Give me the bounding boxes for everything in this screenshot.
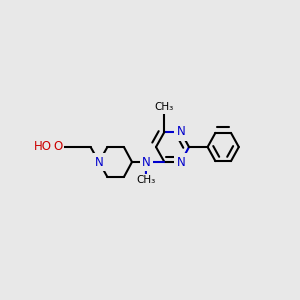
Text: N: N — [176, 155, 185, 169]
Text: N: N — [142, 155, 151, 169]
Text: HO: HO — [34, 140, 52, 154]
Text: O: O — [53, 140, 62, 154]
Text: CH₃: CH₃ — [155, 103, 174, 112]
Text: N: N — [94, 155, 103, 169]
Text: CH₃: CH₃ — [136, 175, 155, 185]
Text: N: N — [176, 125, 185, 139]
